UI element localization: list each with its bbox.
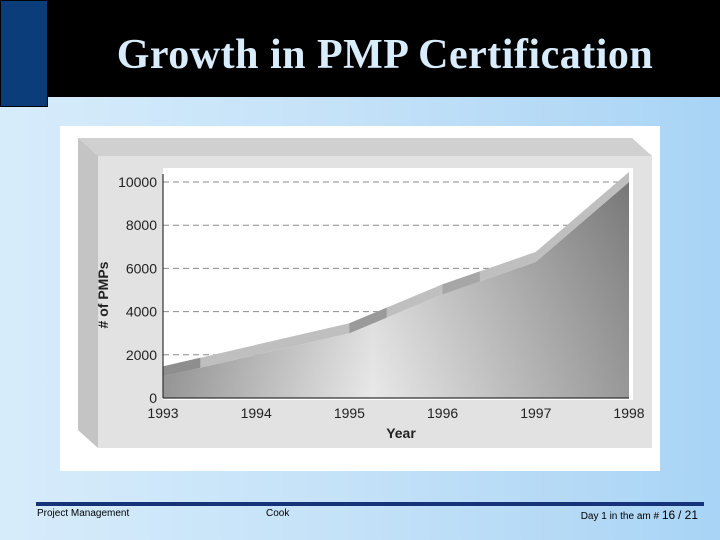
area-series	[163, 172, 629, 398]
footer-rule	[36, 502, 704, 506]
area-shade	[163, 182, 629, 398]
band-shade-0	[163, 357, 201, 377]
footer-author: Cook	[266, 508, 290, 519]
chart-axes	[162, 174, 629, 399]
area-top-band	[163, 172, 629, 377]
y-tick-labels: 0 2000 4000 6000 8000 10000	[118, 174, 157, 406]
band-shade-1	[349, 307, 387, 334]
y-tick-label: 10000	[118, 174, 157, 190]
y-axis-label: # of PMPs	[95, 261, 111, 328]
x-tick-label: 1997	[520, 405, 551, 421]
footer-page-number: 16	[661, 508, 676, 522]
slide-title: Growth in PMP Certification	[116, 32, 654, 78]
band-shade-2	[442, 271, 480, 295]
footer-course: Project Management	[37, 508, 130, 519]
footer-page-total: / 21	[677, 508, 698, 522]
title-band	[0, 0, 720, 97]
x-tick-label: 1996	[427, 405, 458, 421]
x-tick-label: 1998	[613, 405, 644, 421]
frame-top	[78, 138, 652, 156]
y-tick-label: 4000	[126, 304, 157, 320]
y-tick-label: 8000	[126, 217, 157, 233]
y-tick-label: 2000	[126, 347, 157, 363]
x-axis-label: Year	[386, 425, 416, 441]
y-tick-label: 0	[149, 390, 157, 406]
x-tick-label: 1995	[334, 405, 365, 421]
title-accent-block	[0, 0, 48, 107]
footer-page-info: Day 1 in the am # 16 / 21	[581, 508, 698, 522]
chart-figure: 0 2000 4000 6000 8000 10000 1993 1994 1995 1996 1…	[60, 126, 660, 471]
x-tick-label: 1993	[147, 405, 178, 421]
x-tick-labels: 1993 1994 1995 1996 1997 1998	[147, 405, 644, 421]
y-tick-label: 6000	[126, 260, 157, 276]
frame-side	[78, 138, 98, 448]
footer-day-label: Day 1 in the am #	[580, 511, 660, 522]
x-tick-label: 1994	[241, 405, 272, 421]
